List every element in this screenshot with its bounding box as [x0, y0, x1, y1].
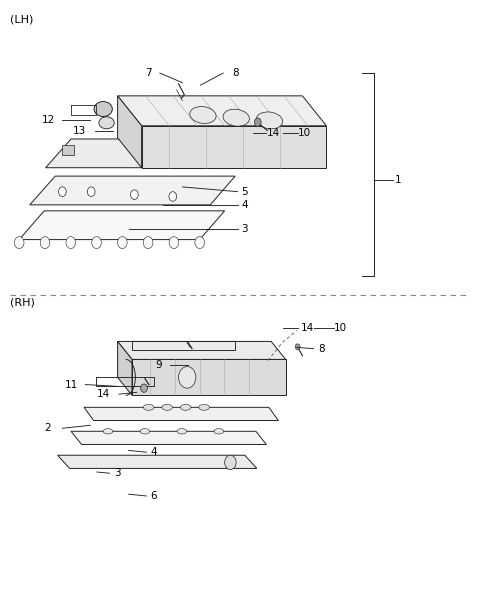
- Text: 10: 10: [298, 128, 312, 138]
- Polygon shape: [118, 341, 286, 359]
- Polygon shape: [118, 341, 132, 395]
- Text: 13: 13: [72, 126, 86, 135]
- Polygon shape: [19, 211, 225, 240]
- Text: 4: 4: [241, 200, 248, 210]
- Circle shape: [131, 190, 138, 199]
- Polygon shape: [132, 359, 286, 395]
- Text: 1: 1: [395, 175, 402, 184]
- Circle shape: [225, 455, 236, 470]
- Text: 3: 3: [241, 224, 248, 234]
- Text: 6: 6: [150, 491, 157, 501]
- Circle shape: [59, 187, 66, 196]
- Circle shape: [144, 237, 153, 249]
- Circle shape: [14, 237, 24, 249]
- Text: 14: 14: [300, 323, 314, 333]
- Polygon shape: [30, 176, 235, 205]
- Ellipse shape: [162, 404, 172, 410]
- Ellipse shape: [214, 428, 224, 434]
- Text: 10: 10: [334, 323, 348, 333]
- Ellipse shape: [223, 109, 250, 126]
- Ellipse shape: [180, 404, 191, 410]
- Circle shape: [118, 237, 127, 249]
- Circle shape: [254, 118, 261, 126]
- Polygon shape: [62, 145, 74, 155]
- Text: 4: 4: [150, 447, 157, 457]
- Text: 7: 7: [145, 68, 152, 78]
- Text: 14: 14: [267, 128, 280, 138]
- Polygon shape: [58, 455, 257, 468]
- Polygon shape: [71, 431, 266, 444]
- Circle shape: [169, 237, 179, 249]
- Circle shape: [179, 367, 196, 388]
- Text: 2: 2: [45, 423, 51, 433]
- Text: (RH): (RH): [10, 298, 35, 308]
- Text: 14: 14: [96, 389, 110, 399]
- Ellipse shape: [99, 117, 114, 129]
- Polygon shape: [84, 407, 278, 420]
- Text: 8: 8: [318, 344, 325, 353]
- Text: 9: 9: [155, 361, 162, 370]
- Text: 5: 5: [241, 187, 248, 196]
- Circle shape: [195, 237, 204, 249]
- Text: (LH): (LH): [10, 15, 33, 25]
- Polygon shape: [142, 126, 326, 168]
- Circle shape: [92, 237, 101, 249]
- Ellipse shape: [140, 428, 150, 434]
- Text: 12: 12: [41, 115, 55, 125]
- Text: 11: 11: [64, 380, 78, 389]
- Circle shape: [141, 384, 147, 392]
- Polygon shape: [46, 139, 240, 168]
- Text: 3: 3: [114, 468, 121, 478]
- Circle shape: [40, 237, 50, 249]
- Text: 8: 8: [232, 68, 239, 78]
- Ellipse shape: [144, 404, 154, 410]
- Circle shape: [169, 192, 177, 201]
- Polygon shape: [118, 96, 326, 126]
- Circle shape: [66, 237, 75, 249]
- Ellipse shape: [256, 112, 283, 129]
- Ellipse shape: [177, 428, 187, 434]
- Circle shape: [87, 187, 95, 196]
- Polygon shape: [118, 96, 142, 168]
- Ellipse shape: [199, 404, 209, 410]
- Ellipse shape: [190, 107, 216, 123]
- Circle shape: [295, 344, 300, 350]
- Ellipse shape: [103, 428, 113, 434]
- Ellipse shape: [94, 101, 112, 116]
